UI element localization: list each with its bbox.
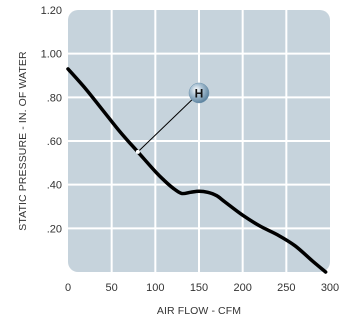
x-tick-label-50: 50 — [106, 282, 118, 294]
series-lines — [66, 67, 328, 274]
x-tick-label-0: 0 — [65, 282, 71, 294]
y-tick-labels: .20 .40 .60 .80 1.00 1.20 — [41, 5, 62, 235]
y-tick-label-p60: .60 — [47, 136, 62, 148]
y-tick-label-p40: .40 — [47, 180, 62, 192]
x-tick-label-150: 150 — [190, 282, 208, 294]
y-axis-title: STATIC PRESSURE - IN. OF WATER — [17, 51, 29, 231]
x-tick-label-250: 250 — [277, 282, 295, 294]
y-tick-label-1p20: 1.20 — [41, 5, 62, 17]
x-tick-label-100: 100 — [146, 282, 164, 294]
annotation-point-0 — [135, 149, 140, 154]
annotation-leader-0 — [137, 92, 200, 153]
annotation-label-0: H — [195, 86, 204, 100]
y-tick-label-p80: .80 — [47, 92, 62, 104]
annotations: H — [135, 82, 210, 154]
series-line-0 — [66, 67, 328, 274]
x-tick-label-300: 300 — [321, 282, 339, 294]
y-tick-label-p20: .20 — [47, 223, 62, 235]
y-tick-label-1p00: 1.00 — [41, 49, 62, 61]
x-tick-label-200: 200 — [233, 282, 251, 294]
x-axis-title: AIR FLOW - CFM — [157, 305, 241, 317]
annotation-marker-0 — [188, 82, 210, 104]
x-tick-labels: 0 50 100 150 200 250 300 — [65, 282, 339, 294]
